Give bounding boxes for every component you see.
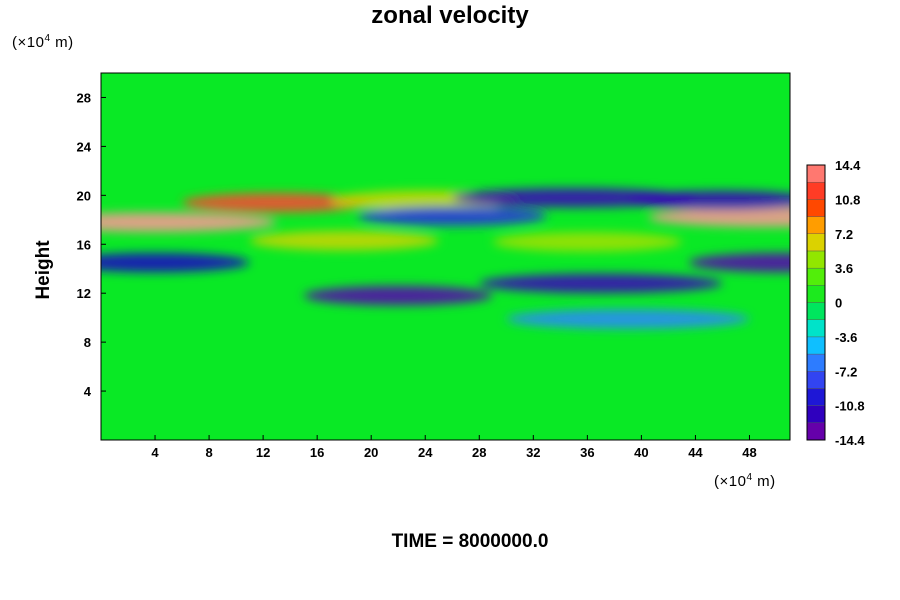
x-tick-label: 48	[742, 445, 756, 460]
colorbar-tick-label: -14.4	[835, 433, 865, 448]
x-tick-label: 28	[472, 445, 486, 460]
colorbar-tick-label: 7.2	[835, 227, 853, 242]
colorbar-bin	[806, 319, 826, 338]
heatmap-feature	[627, 190, 790, 211]
x-tick-label: 36	[580, 445, 594, 460]
x-tick-label: 12	[256, 445, 270, 460]
colorbar-tick-label: 10.8	[835, 192, 860, 207]
y-tick-label: 20	[77, 188, 91, 203]
x-tick-label: 44	[688, 445, 703, 460]
x-tick-label: 32	[526, 445, 540, 460]
x-tick-label: 4	[151, 445, 159, 460]
colorbar-tick-label: 0	[835, 296, 842, 311]
heatmap-feature	[101, 252, 250, 273]
colorbar-tick-label: 3.6	[835, 261, 853, 276]
colorbar-bin	[806, 216, 826, 234]
heatmap-feature	[688, 252, 790, 273]
colorbar-bin	[806, 336, 826, 355]
colorbar-bin	[806, 285, 826, 303]
heatmap-feature	[492, 232, 682, 252]
y-tick-label: 16	[77, 237, 91, 252]
x-tick-label: 8	[205, 445, 212, 460]
heatmap-feature	[506, 309, 750, 329]
colorbar-bin	[806, 181, 826, 200]
colorbar-bin	[806, 199, 826, 217]
heatmap-feature	[479, 273, 723, 294]
x-tick-label: 16	[310, 445, 324, 460]
colorbar-bin	[806, 353, 826, 372]
colorbar-bin	[806, 422, 826, 441]
colorbar-tick-label: -7.2	[835, 364, 857, 379]
heatmap-feature	[182, 192, 372, 213]
colorbar: 14.4 10.8 7.2 3.6 0 -3.6 -7.2 -10.8 -14.4	[806, 158, 865, 448]
y-tick-label: 8	[84, 335, 91, 350]
colorbar-bin	[806, 164, 826, 183]
heatmap-field	[101, 73, 790, 440]
heatmap-feature	[249, 230, 439, 251]
heatmap-feature	[101, 212, 277, 233]
y-tick-label: 28	[77, 90, 91, 105]
colorbar-frame	[806, 164, 826, 441]
y-axis-unit: (×104 m)	[12, 33, 74, 51]
colorbar-bin	[806, 388, 826, 406]
y-tick-label: 24	[77, 139, 92, 154]
colorbar-bin	[806, 233, 826, 252]
x-tick-label: 24	[418, 445, 433, 460]
y-tick-label: 4	[84, 384, 92, 399]
colorbar-bin	[806, 405, 826, 424]
colorbar-bin	[806, 267, 826, 286]
colorbar-tick-label: 14.4	[835, 158, 861, 173]
x-tick-label: 20	[364, 445, 378, 460]
chart-title: zonal velocity	[371, 2, 529, 29]
heatmap-feature	[357, 206, 547, 226]
colorbar-bin	[806, 250, 826, 269]
heatmap-feature	[303, 285, 493, 306]
colorbar-tick-label: -10.8	[835, 399, 865, 414]
x-axis-ticks: 4 8 12 16 20 24 28 32 36 40 44 48	[151, 435, 757, 460]
plot-frame	[100, 72, 791, 441]
colorbar-bin	[806, 371, 826, 389]
time-label: TIME = 8000000.0	[391, 531, 549, 552]
y-tick-label: 12	[77, 286, 91, 301]
x-axis-unit: (×104 m)	[714, 472, 776, 490]
x-tick-label: 40	[634, 445, 648, 460]
y-axis-ticks: 4 8 12 16 20 24 28	[77, 90, 106, 399]
heatmap-feature	[648, 207, 790, 228]
colorbar-tick-label: -3.6	[835, 330, 857, 345]
colorbar-bin	[806, 302, 826, 320]
